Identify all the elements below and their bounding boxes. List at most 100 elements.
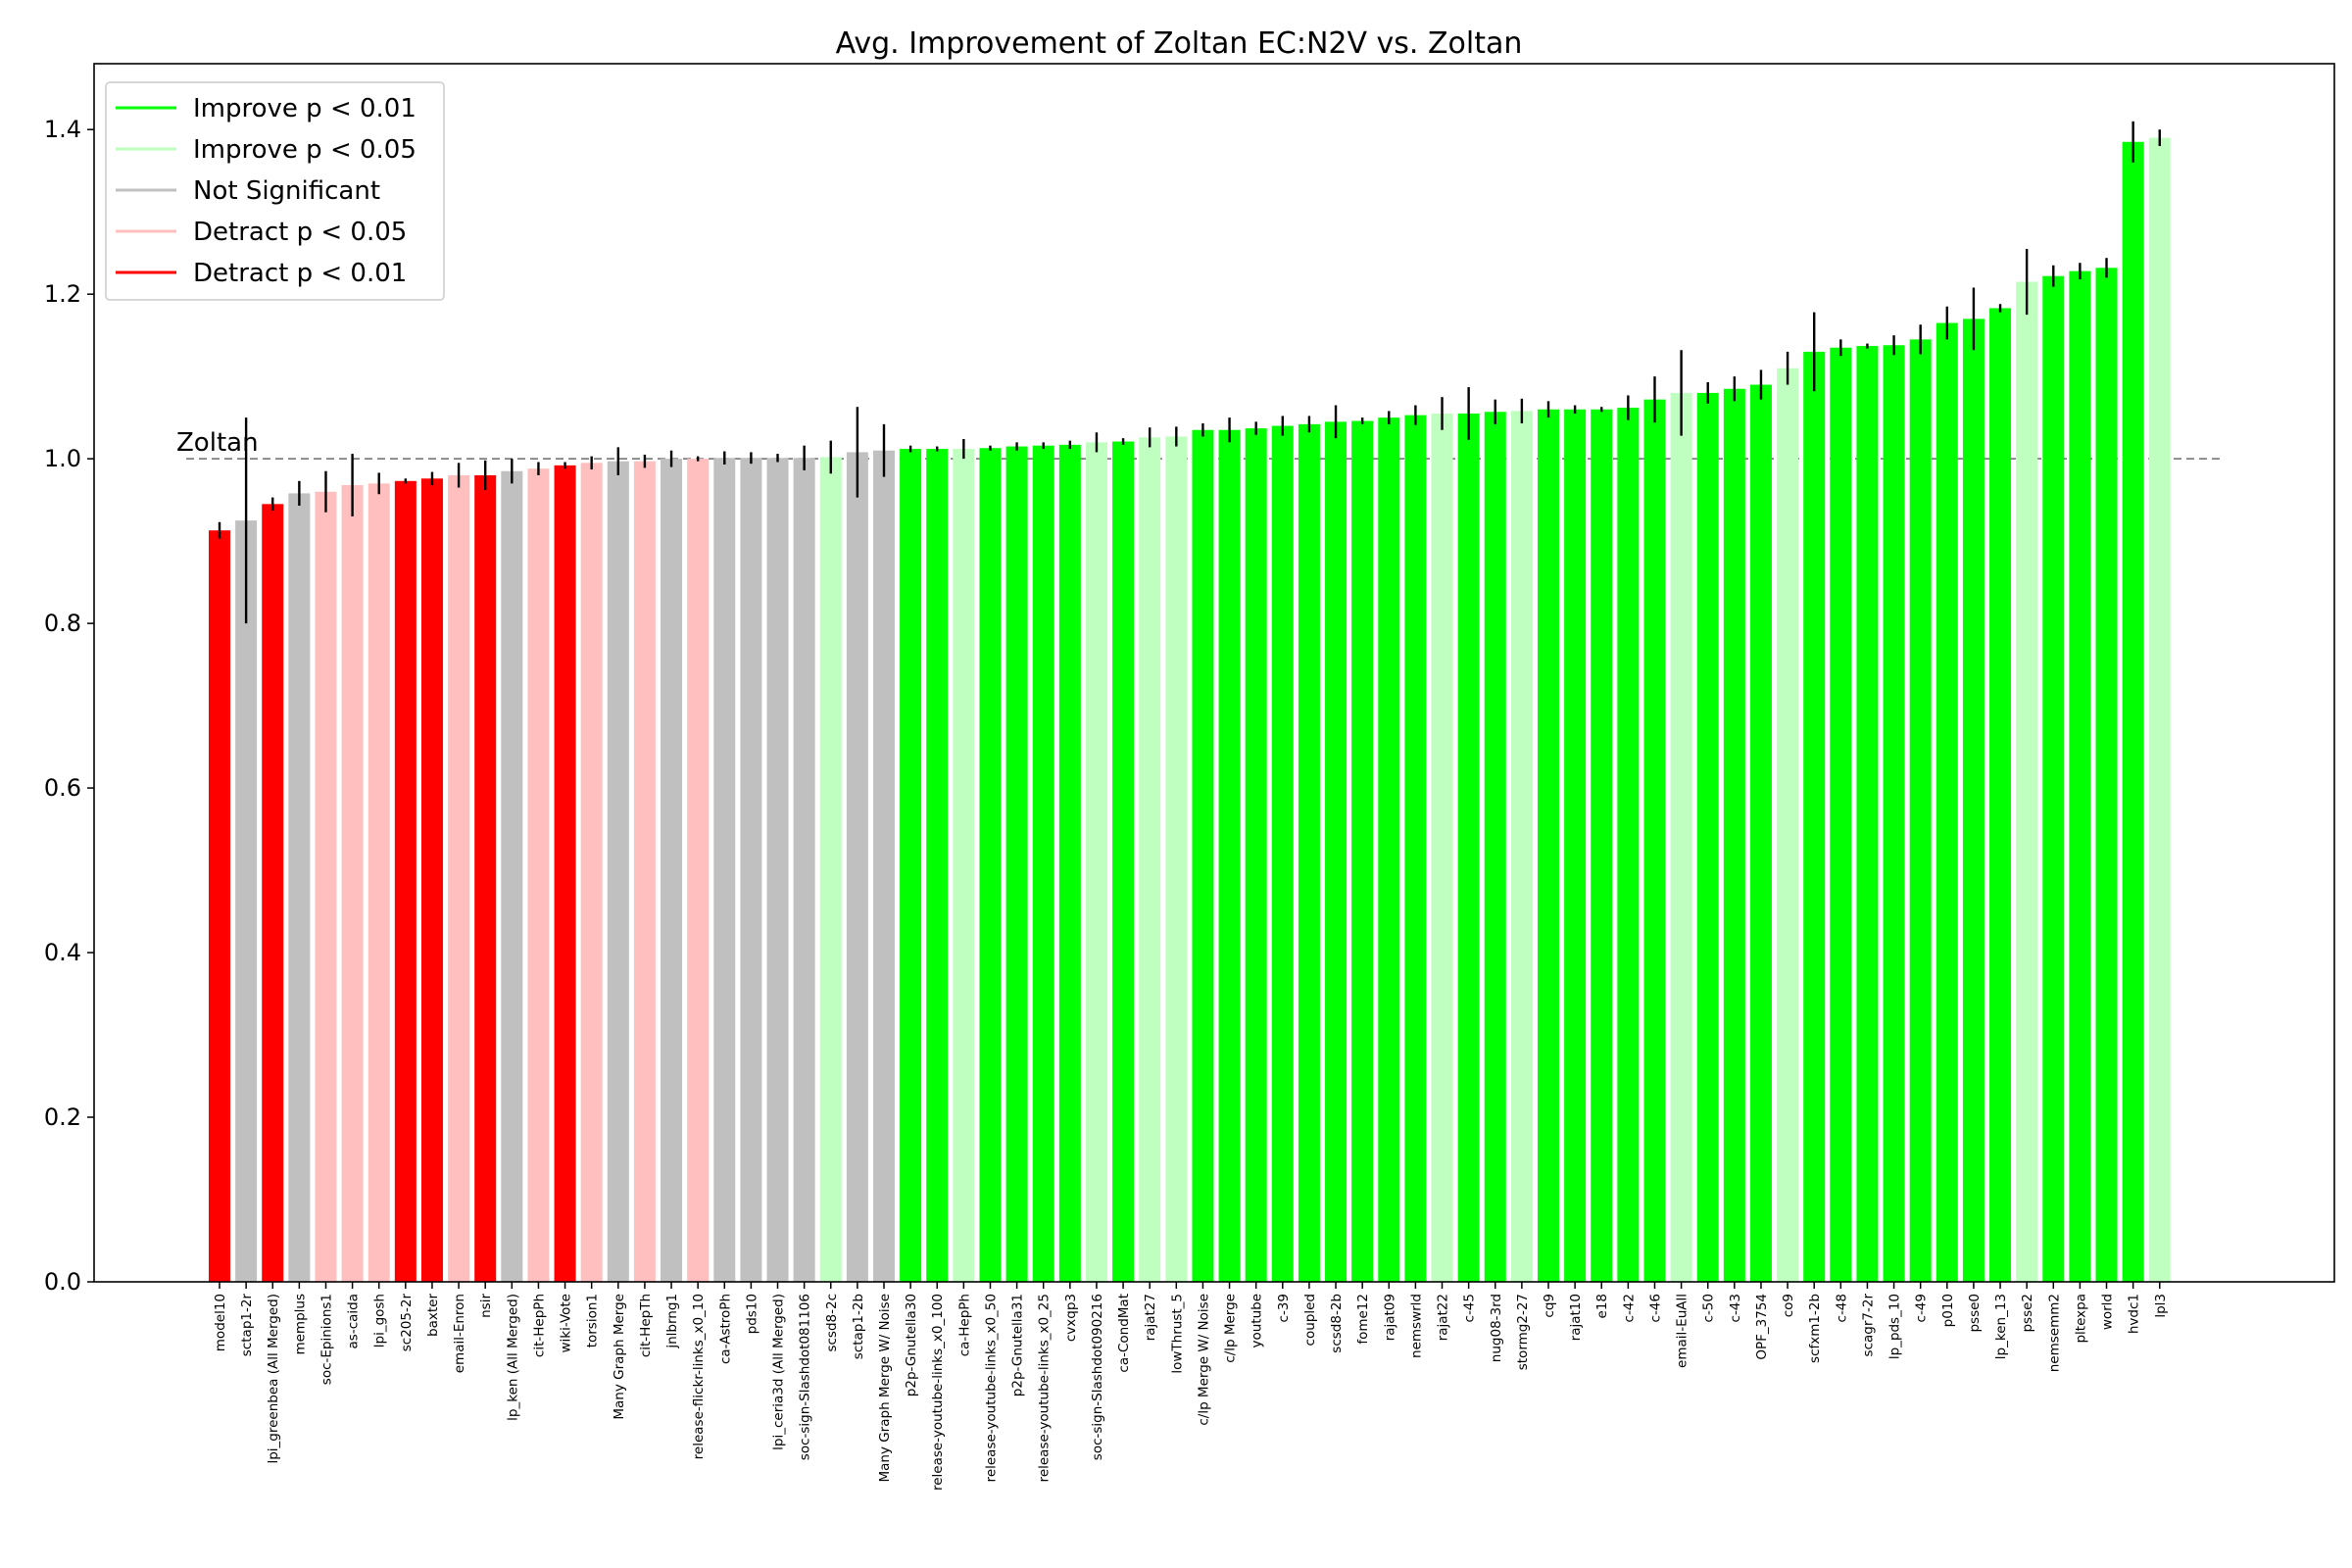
bar — [819, 457, 842, 1282]
bar — [1909, 339, 1932, 1282]
legend-label: Detract p < 0.05 — [193, 218, 407, 247]
x-tick-label: cit-HepPh — [531, 1294, 547, 1357]
y-tick-label: 0.0 — [44, 1268, 81, 1296]
x-tick-label: c-39 — [1276, 1294, 1292, 1322]
x-tick-label: c-43 — [1728, 1294, 1743, 1322]
bars-group — [209, 137, 2171, 1283]
bar — [2016, 281, 2038, 1282]
x-tick-label: lp_ken_13 — [1993, 1294, 2009, 1359]
x-tick-label: scsd8-2b — [1329, 1294, 1345, 1353]
x-tick-label: co9 — [1781, 1294, 1796, 1317]
x-tick-label: c-46 — [1647, 1294, 1663, 1322]
x-tick-label: ca-CondMat — [1116, 1294, 1132, 1373]
x-tick-label: cvxqp3 — [1063, 1294, 1079, 1342]
bar — [633, 461, 656, 1282]
x-tick-label: pds10 — [744, 1294, 760, 1334]
x-tick-label: psse0 — [1967, 1294, 1983, 1333]
x-tick-label: world — [2100, 1294, 2116, 1330]
x-tick-label: email-Enron — [452, 1294, 467, 1373]
x-tick-label: Many Graph Merge — [612, 1294, 627, 1420]
bar — [1564, 409, 1587, 1282]
bar — [1271, 425, 1294, 1282]
x-tick-label: release-youtube-links_x0_50 — [983, 1294, 999, 1482]
x-tick-label: ca-AstroPh — [717, 1294, 733, 1364]
x-tick-label: e18 — [1594, 1294, 1610, 1318]
bar — [1457, 413, 1480, 1282]
x-tick-label: lp_ken (All Merged) — [505, 1294, 520, 1421]
x-tick-label: c-50 — [1701, 1294, 1717, 1322]
plot-frame — [93, 63, 2335, 1283]
bar — [1245, 428, 1267, 1282]
x-tick-label: stormg2-27 — [1515, 1294, 1531, 1370]
bar — [1591, 409, 1613, 1282]
bar — [2095, 268, 2118, 1282]
legend-box — [105, 81, 445, 301]
x-tick-label: lp_pds_10 — [1887, 1294, 1903, 1359]
bar — [766, 458, 789, 1282]
y-tick-label: 0.4 — [44, 939, 81, 966]
x-tick-label: Many Graph Merge W/ Noise — [877, 1294, 893, 1483]
bar — [580, 463, 603, 1282]
bar — [2122, 141, 2144, 1283]
x-tick-label: nsir — [478, 1294, 494, 1318]
bar — [1165, 436, 1188, 1283]
legend-label: Improve p < 0.01 — [193, 94, 416, 123]
x-tick-label: jnlbrng1 — [664, 1294, 680, 1349]
x-tick-label: soc-Epinions1 — [318, 1294, 334, 1385]
y-axis: 0.0 0.2 0.4 0.6 0.8 1.0 1.2 1.4 — [44, 116, 94, 1296]
bar — [661, 459, 683, 1282]
bar — [1298, 423, 1320, 1282]
y-tick-label: 1.0 — [44, 445, 81, 472]
x-tick-label: psse2 — [2020, 1294, 2035, 1333]
x-tick-label: sctap1-2r — [239, 1294, 255, 1357]
x-tick-label: lpl3 — [2153, 1294, 2169, 1318]
x-tick-label: rajat22 — [1436, 1294, 1451, 1341]
bar — [288, 493, 311, 1283]
bar — [1032, 445, 1054, 1283]
x-tick-label: lpi_ceria3d (All Merged) — [771, 1294, 787, 1450]
y-tick-label: 0.6 — [44, 774, 81, 802]
x-tick-label: c-49 — [1914, 1294, 1930, 1322]
x-axis: model10 sctap1-2r lpi_greenbea (All Merged… — [213, 1282, 2169, 1491]
bar — [527, 468, 550, 1282]
error-bars-group — [218, 121, 2161, 624]
x-tick-label: release-flickr-links_x0_10 — [691, 1294, 707, 1459]
x-tick-label: nug08-3rd — [1489, 1294, 1504, 1362]
x-tick-label: nemswrld — [1408, 1294, 1424, 1358]
bar — [2069, 270, 2091, 1282]
bar — [687, 459, 710, 1282]
legend-label: Improve p < 0.05 — [193, 135, 416, 165]
x-tick-label: cq9 — [1542, 1294, 1557, 1318]
bar — [1962, 318, 1984, 1282]
y-tick-label: 1.4 — [44, 116, 81, 143]
bar — [1404, 415, 1427, 1282]
x-tick-label: cit-HepTh — [638, 1294, 654, 1357]
bar — [341, 485, 364, 1282]
bar — [1192, 429, 1214, 1282]
x-tick-label: nemsemm2 — [2046, 1294, 2062, 1372]
x-tick-label: wiki-Vote — [559, 1294, 574, 1353]
bar — [474, 474, 497, 1282]
bar — [394, 480, 416, 1282]
x-tick-label: baxter — [425, 1294, 441, 1337]
x-tick-label: lowThrust_5 — [1169, 1294, 1185, 1374]
x-tick-label: c/lp Merge — [1223, 1294, 1239, 1363]
bar — [1139, 437, 1161, 1282]
bar — [1777, 368, 1799, 1282]
bar — [1830, 347, 1852, 1282]
legend: Improve p < 0.01 Improve p < 0.05 Not Sign… — [105, 81, 445, 301]
bar — [740, 458, 762, 1282]
bar — [953, 449, 975, 1282]
bar — [1936, 322, 1958, 1282]
x-tick-label: rajat09 — [1382, 1294, 1397, 1341]
bar — [1484, 412, 1506, 1283]
bar — [1723, 388, 1745, 1283]
x-tick-label: soc-sign-Slashdot090216 — [1090, 1294, 1105, 1460]
bar — [501, 470, 523, 1282]
bar — [1643, 399, 1666, 1282]
bar — [1670, 392, 1692, 1283]
bar — [1538, 409, 1559, 1282]
x-tick-label: as-caida — [346, 1294, 362, 1348]
x-tick-label: email-EuAll — [1675, 1294, 1690, 1368]
